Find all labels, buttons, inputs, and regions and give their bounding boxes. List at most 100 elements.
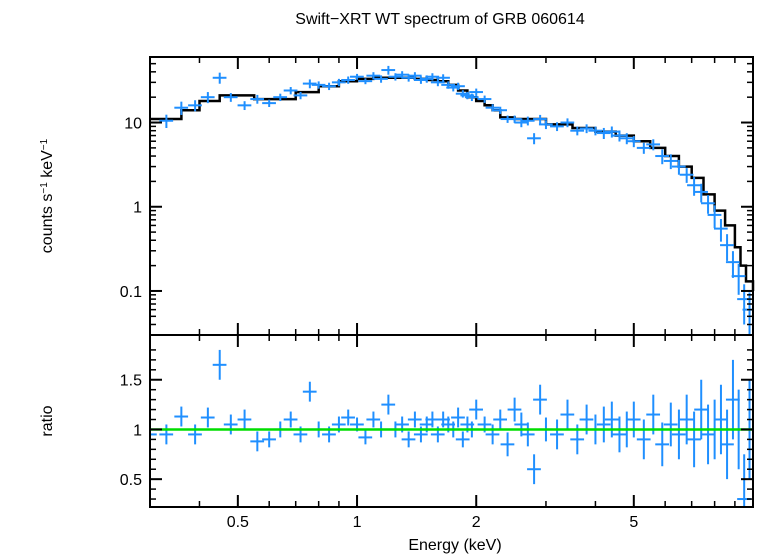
- spectrum-data-point: [533, 114, 547, 124]
- spectrum-data-point: [250, 94, 265, 104]
- ratio-data-point: [358, 430, 373, 445]
- spectrum-data-point: [223, 93, 238, 102]
- ratio-data-point: [302, 381, 317, 402]
- ratio-data-point: [671, 409, 686, 460]
- ratio-data-point: [401, 431, 416, 448]
- spectrum-data-point: [350, 73, 364, 80]
- spectrum-data-point: [293, 91, 308, 100]
- spectrum-data-point: [311, 81, 326, 89]
- spectrum-data-point: [694, 183, 708, 203]
- spectrum-data-point: [477, 95, 492, 103]
- ratio-data-point: [636, 419, 651, 460]
- ratio-panel: 0.5 1 1.5 0.5 1 2 5 ratio: [39, 334, 754, 531]
- ratio-data-point: [212, 349, 227, 380]
- ratio-y-axis: 0.5 1 1.5: [120, 349, 753, 500]
- spectrum-data-point: [407, 72, 422, 80]
- spectrum-data-point: [671, 159, 686, 175]
- ratio-data-point: [469, 399, 483, 420]
- ratio-data-point: [725, 359, 740, 440]
- ratio-data-point: [451, 407, 465, 428]
- ratio-data-point: [500, 432, 515, 457]
- spectrum-data-point: [527, 133, 541, 145]
- spectrum-data-point: [436, 74, 450, 82]
- ratio-data-point: [174, 406, 189, 427]
- ratio-data-point: [262, 431, 276, 448]
- spectrum-data-point: [322, 82, 336, 91]
- spectrum-data-point: [570, 126, 585, 136]
- spectrum-model-group: [150, 76, 755, 291]
- spectrum-data-point: [560, 118, 575, 128]
- ylabel-mid: keV: [39, 150, 56, 182]
- ratio-data-point: [149, 422, 157, 447]
- spectrum-data-point: [174, 101, 189, 115]
- ratio-y-tick-label: 0.5: [120, 472, 142, 489]
- spectrum-data-point: [588, 126, 603, 136]
- spectrum-data-point: [188, 100, 202, 112]
- spectrum-x-ticks: [149, 57, 754, 335]
- spectrum-data-point: [469, 88, 483, 96]
- ylabel-base: counts s: [39, 194, 56, 254]
- spectrum-data-point: [374, 75, 388, 83]
- spectrum-data-point: [493, 106, 508, 115]
- ratio-data-point: [527, 454, 541, 485]
- spectrum-data-point: [413, 76, 428, 84]
- spectrum-data-point: [331, 78, 346, 87]
- spectrum-data-point: [283, 87, 298, 95]
- ratio-data-point: [533, 384, 547, 415]
- spectrum-y-tick-label: 0.1: [120, 284, 142, 301]
- spectrum-data-point: [619, 133, 634, 145]
- spectrum-data-point: [200, 92, 215, 104]
- chart-title: Swift−XRT WT spectrum of GRB 060614: [295, 11, 585, 28]
- spectrum-data-point: [425, 73, 440, 81]
- ratio-plot-frame: [149, 334, 754, 508]
- spectrum-plot-frame: [149, 56, 754, 336]
- spectrum-data-point: [707, 205, 722, 228]
- spectrum-data-point: [538, 120, 553, 130]
- spectrum-data-point: [626, 136, 641, 148]
- ratio-data-point: [713, 384, 728, 455]
- spectrum-data-point: [237, 101, 252, 111]
- ratio-data-point: [493, 409, 508, 430]
- spectrum-model-line: [150, 76, 755, 291]
- ratio-data-point: [720, 409, 734, 480]
- spectrum-data-point: [663, 154, 678, 170]
- ratio-data-point: [159, 424, 174, 445]
- spectrum-data-point: [212, 72, 227, 84]
- ratio-data-point: [596, 406, 611, 443]
- spectrum-data-point: [579, 124, 594, 134]
- ratio-data-point: [237, 409, 252, 430]
- spectrum-data-point: [366, 72, 381, 80]
- spectrum-y-tick-label: 1: [133, 200, 142, 217]
- ratio-data-point: [520, 422, 535, 447]
- spectrum-data-point: [596, 127, 611, 139]
- ratio-data-point: [687, 411, 701, 468]
- ratio-y-tick-label: 1: [133, 422, 142, 439]
- spectrum-data-point: [687, 177, 701, 196]
- spectrum-data-point: [451, 82, 465, 91]
- ratio-data-point: [612, 416, 627, 453]
- ratio-data-point: [485, 424, 500, 445]
- spectrum-data-point: [646, 139, 661, 151]
- ratio-y-tick-label: 1.5: [120, 373, 142, 390]
- ratio-data-point: [223, 414, 238, 435]
- ratio-data-point: [341, 409, 355, 426]
- spectrum-data-point: [381, 65, 396, 75]
- spectrum-data-point: [358, 78, 373, 85]
- spectrum-data-point: [464, 93, 479, 102]
- ratio-y-axis-label: ratio: [39, 405, 56, 436]
- ratio-data-point: [250, 431, 265, 452]
- spectrum-data-point: [679, 168, 694, 183]
- ratio-data-point: [283, 411, 298, 428]
- x-tick-label: 5: [629, 514, 638, 531]
- spectrum-data-point: [725, 251, 740, 278]
- ratio-data-point: [455, 431, 470, 448]
- spectrum-data-point: [341, 76, 355, 84]
- spectrum-data-point: [701, 195, 715, 214]
- spectrum-data-point: [612, 130, 627, 142]
- ratio-data-point: [646, 394, 661, 435]
- spectrum-y-axis-label: counts s−1 keV−1: [39, 138, 57, 253]
- spectrum-data-point: [550, 122, 564, 132]
- x-tick-label: 0.5: [227, 514, 249, 531]
- ratio-data-point: [604, 401, 619, 438]
